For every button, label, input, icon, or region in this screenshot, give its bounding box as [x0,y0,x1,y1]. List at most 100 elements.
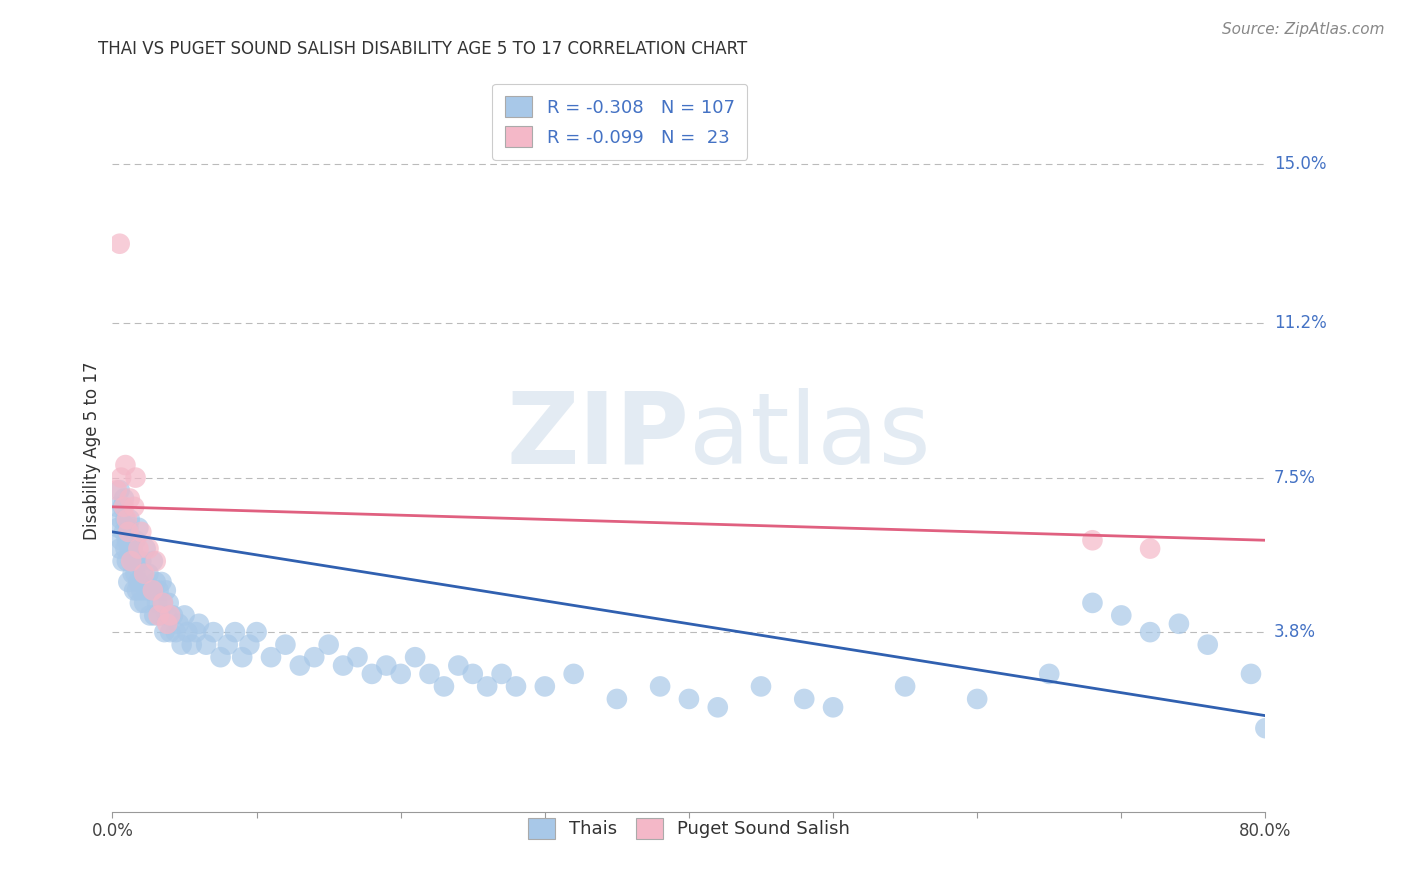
Point [122,583,145,598]
Point [125,583,148,598]
Point [111,554,134,568]
Point [129,583,153,598]
Point [332,658,354,673]
Point [120,554,142,568]
Point [112,491,135,506]
Point [110,470,132,484]
Point [115,512,138,526]
Point [110,533,132,548]
Point [112,524,135,539]
Point [505,680,527,694]
Text: THAI VS PUGET SOUND SALISH DISABILITY AGE 5 TO 17 CORRELATION CHART: THAI VS PUGET SOUND SALISH DISABILITY AG… [98,40,748,58]
Point [184,625,207,640]
Point [165,625,187,640]
Point [129,554,153,568]
Point [419,666,441,681]
Point [115,554,138,568]
Text: atlas: atlas [689,387,931,484]
Point [274,638,297,652]
Point [118,541,141,556]
Text: 11.2%: 11.2% [1274,314,1326,332]
Point [793,692,815,706]
Point [447,658,470,673]
Point [375,658,398,673]
Point [127,521,149,535]
Point [1139,541,1161,556]
Point [118,491,141,506]
Point [139,608,162,623]
Point [162,608,184,623]
Point [135,541,157,556]
Point [145,574,167,589]
Point [153,625,176,640]
Point [156,616,179,631]
Text: 7.5%: 7.5% [1274,468,1316,487]
Point [150,574,173,589]
Point [1081,533,1104,548]
Point [678,692,700,706]
Text: 15.0%: 15.0% [1274,155,1326,173]
Point [1081,596,1104,610]
Point [304,650,326,665]
Point [170,638,193,652]
Point [231,650,253,665]
Text: 3.8%: 3.8% [1274,624,1316,641]
Point [108,541,131,556]
Point [217,638,239,652]
Point [107,521,129,535]
Point [121,566,143,581]
Point [224,625,246,640]
Point [124,566,146,581]
Point [246,625,269,640]
Point [606,692,628,706]
Point [108,236,131,251]
Point [112,500,135,514]
Point [404,650,426,665]
Point [148,608,170,623]
Point [134,566,156,581]
Point [534,680,557,694]
Point [260,650,283,665]
Point [157,596,180,610]
Point [118,512,141,526]
Point [894,680,917,694]
Point [145,554,167,568]
Point [195,638,218,652]
Point [238,638,260,652]
Point [114,541,136,556]
Point [360,666,382,681]
Text: Source: ZipAtlas.com: Source: ZipAtlas.com [1222,22,1385,37]
Y-axis label: Disability Age 5 to 17: Disability Age 5 to 17 [83,361,101,540]
Point [1111,608,1133,623]
Point [155,583,177,598]
Point [146,596,169,610]
Point [111,500,134,514]
Point [159,608,181,623]
Point [159,625,181,640]
Point [110,512,132,526]
Point [117,574,139,589]
Point [143,608,166,623]
Point [138,541,160,556]
Point [129,524,153,539]
Point [152,596,174,610]
Legend: Thais, Puget Sound Salish: Thais, Puget Sound Salish [520,811,858,846]
Point [346,650,368,665]
Point [108,483,131,497]
Point [176,625,198,640]
Point [114,458,136,472]
Point [318,638,340,652]
Point [124,533,146,548]
Point [707,700,730,714]
Point [188,616,211,631]
Point [124,470,146,484]
Point [136,583,159,598]
Point [433,680,456,694]
Point [127,574,149,589]
Point [149,608,172,623]
Point [389,666,412,681]
Point [156,608,179,623]
Point [461,666,484,681]
Point [120,533,142,548]
Point [117,521,139,535]
